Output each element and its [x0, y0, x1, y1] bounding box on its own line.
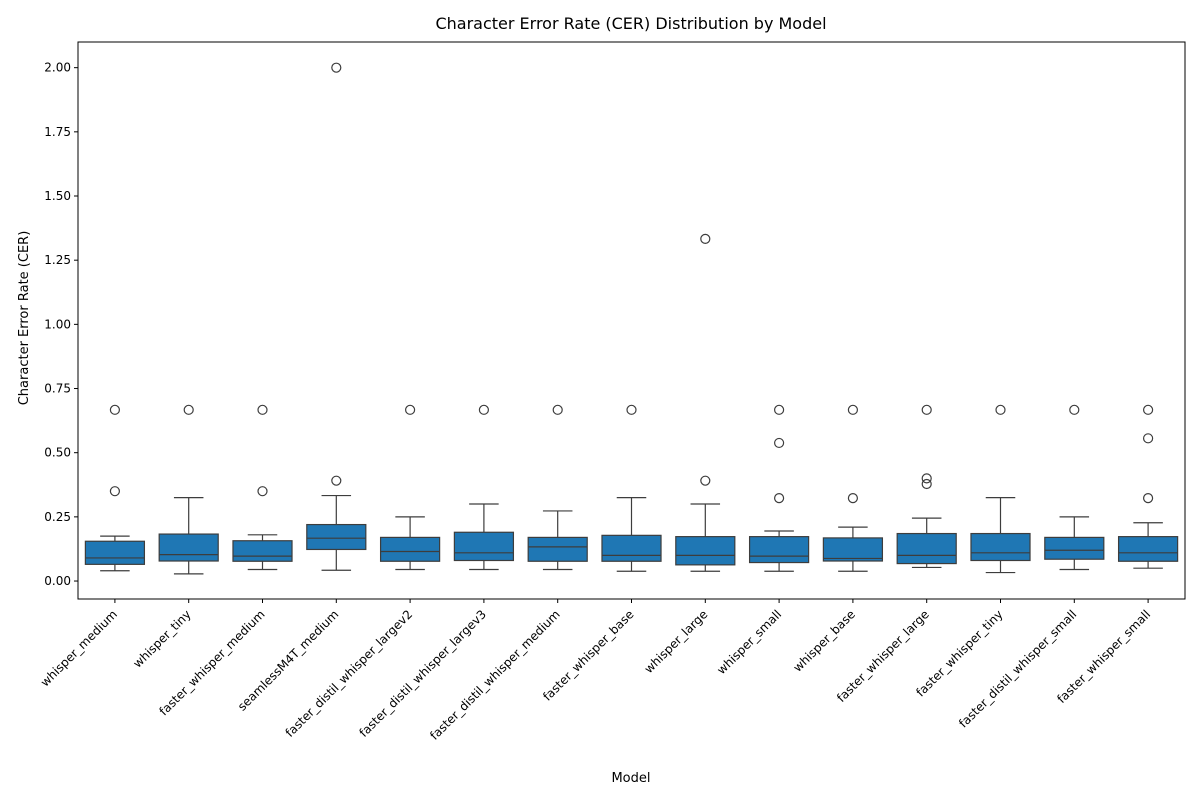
outlier-point — [331, 475, 342, 486]
outlier-point — [700, 475, 711, 486]
outlier-point — [552, 404, 563, 415]
x-tick-label: whisper_medium — [38, 607, 120, 689]
outlier-point — [1069, 404, 1080, 415]
outlier-point — [109, 404, 121, 415]
outlier-point — [773, 437, 785, 449]
y-tick-label: 1.00 — [44, 317, 71, 331]
outlier-point — [995, 404, 1006, 415]
outlier-point — [626, 404, 637, 415]
x-tick-label: whisper_tiny — [130, 607, 193, 670]
plot-area: 0.00 0.25 0.50 0.75 1.00 1.25 1.50 1.75 2.00 whis… — [38, 61, 1179, 743]
box-faster_whisper_tiny — [970, 532, 1031, 562]
y-tick-label: 1.75 — [44, 125, 71, 139]
box-faster_distil_whisper_medium — [527, 536, 588, 562]
y-tick-label: 0.25 — [44, 510, 71, 524]
outlier-point — [109, 486, 121, 497]
y-tick-label: 0.75 — [44, 382, 71, 396]
box-whisper_tiny — [158, 533, 219, 562]
outlier-point — [183, 404, 194, 415]
box-seamlessM4T_medium — [306, 523, 367, 551]
outlier-point — [257, 404, 268, 415]
box-faster_whisper_small — [1117, 536, 1179, 562]
x-tick-label: faster_distil_whisper_largev2 — [283, 607, 416, 740]
y-axis-label: Character Error Rate (CER) — [17, 231, 32, 406]
box-faster_whisper_medium — [232, 540, 293, 562]
box-whisper_medium — [84, 540, 146, 565]
outlier-point — [921, 478, 932, 490]
box-faster_distil_whisper_largev3 — [453, 531, 515, 562]
box-faster_whisper_large — [896, 532, 957, 565]
x-tick-label: whisper_large — [642, 607, 711, 676]
outlier-point — [478, 404, 489, 415]
y-tick-label: 2.00 — [44, 61, 71, 75]
outlier-point — [1142, 433, 1154, 444]
outlier-point — [921, 404, 932, 415]
box-faster_distil_whisper_small — [1044, 536, 1105, 560]
outlier-point — [405, 404, 416, 415]
x-tick-label: faster_distil_whisper_small — [956, 607, 1079, 730]
outlier-point — [700, 233, 711, 244]
y-tick-label: 1.25 — [44, 253, 71, 267]
y-tick-label: 1.50 — [44, 189, 71, 203]
outlier-point — [773, 493, 785, 504]
chart-title: Character Error Rate (CER) Distribution … — [435, 14, 826, 33]
x-tick-label: faster_distil_whisper_medium — [427, 607, 563, 743]
box-faster_whisper_base — [601, 534, 662, 562]
x-axis-label: Model — [611, 771, 650, 786]
outlier-point — [847, 493, 859, 504]
x-tick-label: whisper_small — [714, 607, 784, 677]
box-faster_distil_whisper_largev2 — [379, 536, 441, 562]
x-tick-label: whisper_base — [790, 607, 858, 675]
outlier-point — [847, 404, 859, 415]
outlier-point — [773, 404, 785, 415]
outlier-point — [921, 473, 932, 484]
y-tick-label: 0.00 — [44, 574, 71, 588]
box-whisper_large — [675, 536, 736, 566]
x-tick-label: faster_distil_whisper_largev3 — [356, 607, 489, 740]
y-tick-label: 0.50 — [44, 446, 71, 460]
box-whisper_base — [822, 537, 884, 562]
outlier-point — [1142, 404, 1154, 415]
box-whisper_small — [748, 536, 810, 564]
outlier-point — [331, 62, 342, 73]
plot-frame — [77, 41, 1186, 600]
outlier-point — [1142, 493, 1154, 504]
outlier-point — [257, 486, 268, 497]
